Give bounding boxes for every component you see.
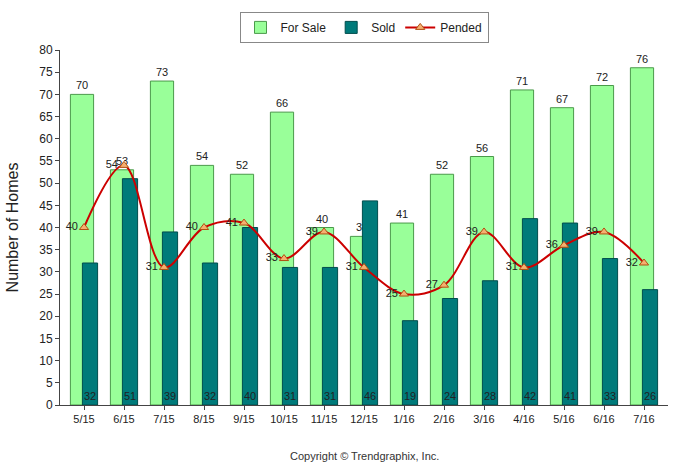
svg-text:66: 66 bbox=[276, 97, 288, 109]
svg-text:2/16: 2/16 bbox=[433, 413, 454, 425]
svg-text:70: 70 bbox=[39, 88, 53, 102]
svg-text:3/16: 3/16 bbox=[473, 413, 494, 425]
svg-text:5/16: 5/16 bbox=[553, 413, 574, 425]
svg-text:53: 53 bbox=[116, 155, 128, 167]
svg-text:Number of Homes: Number of Homes bbox=[4, 163, 21, 293]
svg-text:65: 65 bbox=[39, 110, 53, 124]
svg-text:76: 76 bbox=[636, 53, 648, 65]
svg-text:32: 32 bbox=[84, 390, 96, 402]
svg-text:15: 15 bbox=[39, 332, 53, 346]
svg-text:Copyright © Trendgraphix, Inc.: Copyright © Trendgraphix, Inc. bbox=[290, 450, 439, 462]
svg-text:12/15: 12/15 bbox=[350, 413, 378, 425]
svg-text:20: 20 bbox=[39, 309, 53, 323]
svg-text:28: 28 bbox=[484, 390, 496, 402]
svg-text:40: 40 bbox=[66, 220, 78, 232]
svg-text:0: 0 bbox=[46, 398, 53, 412]
svg-text:4/16: 4/16 bbox=[513, 413, 534, 425]
svg-text:31: 31 bbox=[284, 390, 296, 402]
svg-text:39: 39 bbox=[306, 225, 318, 237]
svg-text:Sold: Sold bbox=[371, 21, 395, 35]
svg-text:30: 30 bbox=[39, 265, 53, 279]
svg-text:25: 25 bbox=[39, 287, 53, 301]
svg-text:32: 32 bbox=[626, 256, 638, 268]
svg-text:42: 42 bbox=[524, 390, 536, 402]
svg-text:60: 60 bbox=[39, 132, 53, 146]
svg-text:52: 52 bbox=[236, 159, 248, 171]
svg-text:6/15: 6/15 bbox=[113, 413, 134, 425]
svg-text:Pended: Pended bbox=[440, 21, 481, 35]
svg-text:1/16: 1/16 bbox=[393, 413, 414, 425]
svg-text:41: 41 bbox=[396, 208, 408, 220]
svg-text:70: 70 bbox=[76, 79, 88, 91]
svg-text:6/16: 6/16 bbox=[593, 413, 614, 425]
svg-text:24: 24 bbox=[444, 390, 456, 402]
svg-text:51: 51 bbox=[124, 390, 136, 402]
svg-text:41: 41 bbox=[564, 390, 576, 402]
svg-text:25: 25 bbox=[386, 287, 398, 299]
svg-text:55: 55 bbox=[39, 154, 53, 168]
svg-text:31: 31 bbox=[346, 260, 358, 272]
svg-text:52: 52 bbox=[436, 159, 448, 171]
svg-text:32: 32 bbox=[204, 390, 216, 402]
svg-text:54: 54 bbox=[196, 150, 208, 162]
svg-text:45: 45 bbox=[39, 199, 53, 213]
svg-text:35: 35 bbox=[39, 243, 53, 257]
svg-text:8/15: 8/15 bbox=[193, 413, 214, 425]
svg-text:41: 41 bbox=[226, 216, 238, 228]
svg-text:11/15: 11/15 bbox=[311, 413, 338, 425]
svg-text:9/15: 9/15 bbox=[233, 413, 254, 425]
svg-text:72: 72 bbox=[596, 71, 608, 83]
svg-text:50: 50 bbox=[39, 176, 53, 190]
svg-text:26: 26 bbox=[644, 390, 656, 402]
svg-text:56: 56 bbox=[476, 142, 488, 154]
svg-text:36: 36 bbox=[546, 238, 558, 250]
svg-text:27: 27 bbox=[426, 278, 438, 290]
svg-text:40: 40 bbox=[244, 390, 256, 402]
svg-text:46: 46 bbox=[364, 390, 376, 402]
svg-text:40: 40 bbox=[39, 221, 53, 235]
svg-text:31: 31 bbox=[324, 390, 336, 402]
svg-text:71: 71 bbox=[516, 75, 528, 87]
svg-text:19: 19 bbox=[404, 390, 416, 402]
svg-text:40: 40 bbox=[186, 220, 198, 232]
svg-text:33: 33 bbox=[266, 251, 278, 263]
svg-text:39: 39 bbox=[164, 390, 176, 402]
svg-text:73: 73 bbox=[156, 66, 168, 78]
svg-text:31: 31 bbox=[146, 260, 158, 272]
svg-text:10/15: 10/15 bbox=[270, 413, 298, 425]
svg-text:39: 39 bbox=[586, 225, 598, 237]
svg-text:39: 39 bbox=[466, 225, 478, 237]
svg-text:31: 31 bbox=[506, 260, 518, 272]
svg-text:10: 10 bbox=[39, 354, 53, 368]
svg-text:7/16: 7/16 bbox=[633, 413, 654, 425]
svg-text:7/15: 7/15 bbox=[153, 413, 174, 425]
svg-text:54: 54 bbox=[106, 158, 118, 170]
svg-text:80: 80 bbox=[39, 43, 53, 57]
svg-text:40: 40 bbox=[316, 213, 328, 225]
svg-text:5/15: 5/15 bbox=[73, 413, 94, 425]
svg-text:For Sale: For Sale bbox=[281, 21, 327, 35]
svg-text:67: 67 bbox=[556, 93, 568, 105]
svg-text:38: 38 bbox=[356, 221, 368, 233]
svg-text:75: 75 bbox=[39, 65, 53, 79]
svg-text:5: 5 bbox=[46, 376, 53, 390]
svg-text:33: 33 bbox=[604, 390, 616, 402]
